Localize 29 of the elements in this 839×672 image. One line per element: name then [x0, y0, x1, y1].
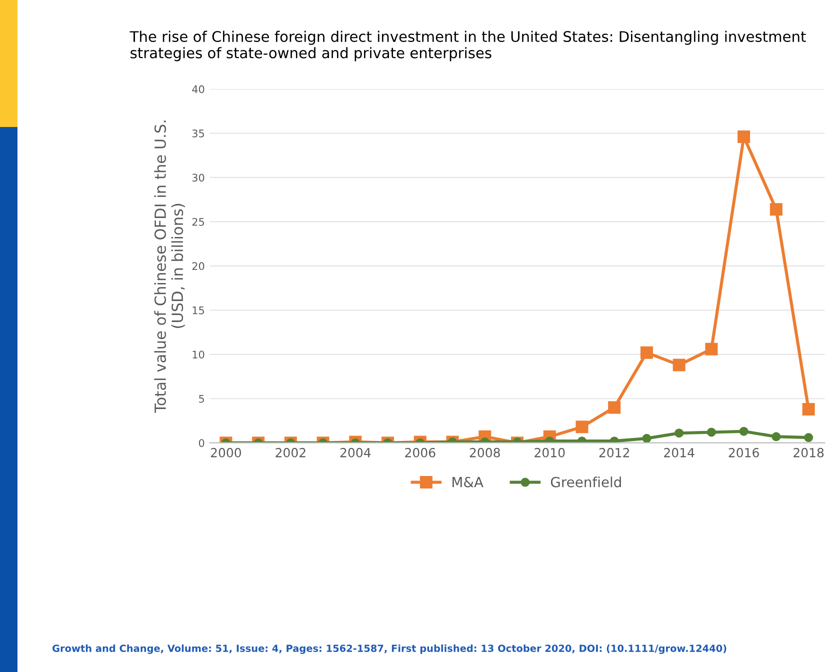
text: Growth and Change, Volume: 51, Issue: 4, Pages: 1562-1587, First published: 13 October 2020, DOI: (10.1111/grow.12440) — [52, 644, 726, 654]
x-tick-label: 2014 — [664, 448, 694, 458]
chart-title: The rise of Chinese foreign direct investment in the United States: Disentangling investment strategies of state-owned and private enterprises — [130, 30, 806, 62]
x-tick-label: 2016 — [728, 448, 759, 458]
x-tick-label: 2002 — [276, 448, 306, 458]
x-tick-label: 2006 — [405, 448, 436, 458]
x-tick-label: 2008 — [470, 448, 500, 458]
y-tick-label: 35 — [192, 129, 204, 138]
y-tick-label: 25 — [192, 218, 204, 226]
x-tick-label: 2010 — [534, 448, 565, 458]
x-tick-label: 2012 — [599, 448, 629, 458]
point — [738, 130, 750, 144]
y-tick-label: 15 — [192, 306, 204, 314]
x-tick-label: 2000 — [210, 448, 242, 458]
x-tick-label: 2004 — [340, 448, 371, 458]
y-tick-label: 10 — [192, 350, 204, 358]
y-tick-label: 30 — [192, 174, 204, 182]
x-tick-label: 2018 — [794, 448, 824, 458]
legend-label: M&A — [452, 476, 484, 488]
point — [640, 346, 653, 359]
legend-label: Greenfield — [550, 476, 621, 488]
y-tick-label: 5 — [199, 394, 204, 403]
point — [705, 342, 718, 356]
y-tick-label: 0 — [198, 439, 204, 447]
y-tick-label: 20 — [192, 262, 204, 270]
point — [672, 358, 686, 372]
y-tick-label: 40 — [192, 85, 204, 94]
point — [770, 203, 782, 216]
y-axis-title: Total value of Chinese OFDI in the U.S. (USD, in billions) — [154, 120, 185, 413]
